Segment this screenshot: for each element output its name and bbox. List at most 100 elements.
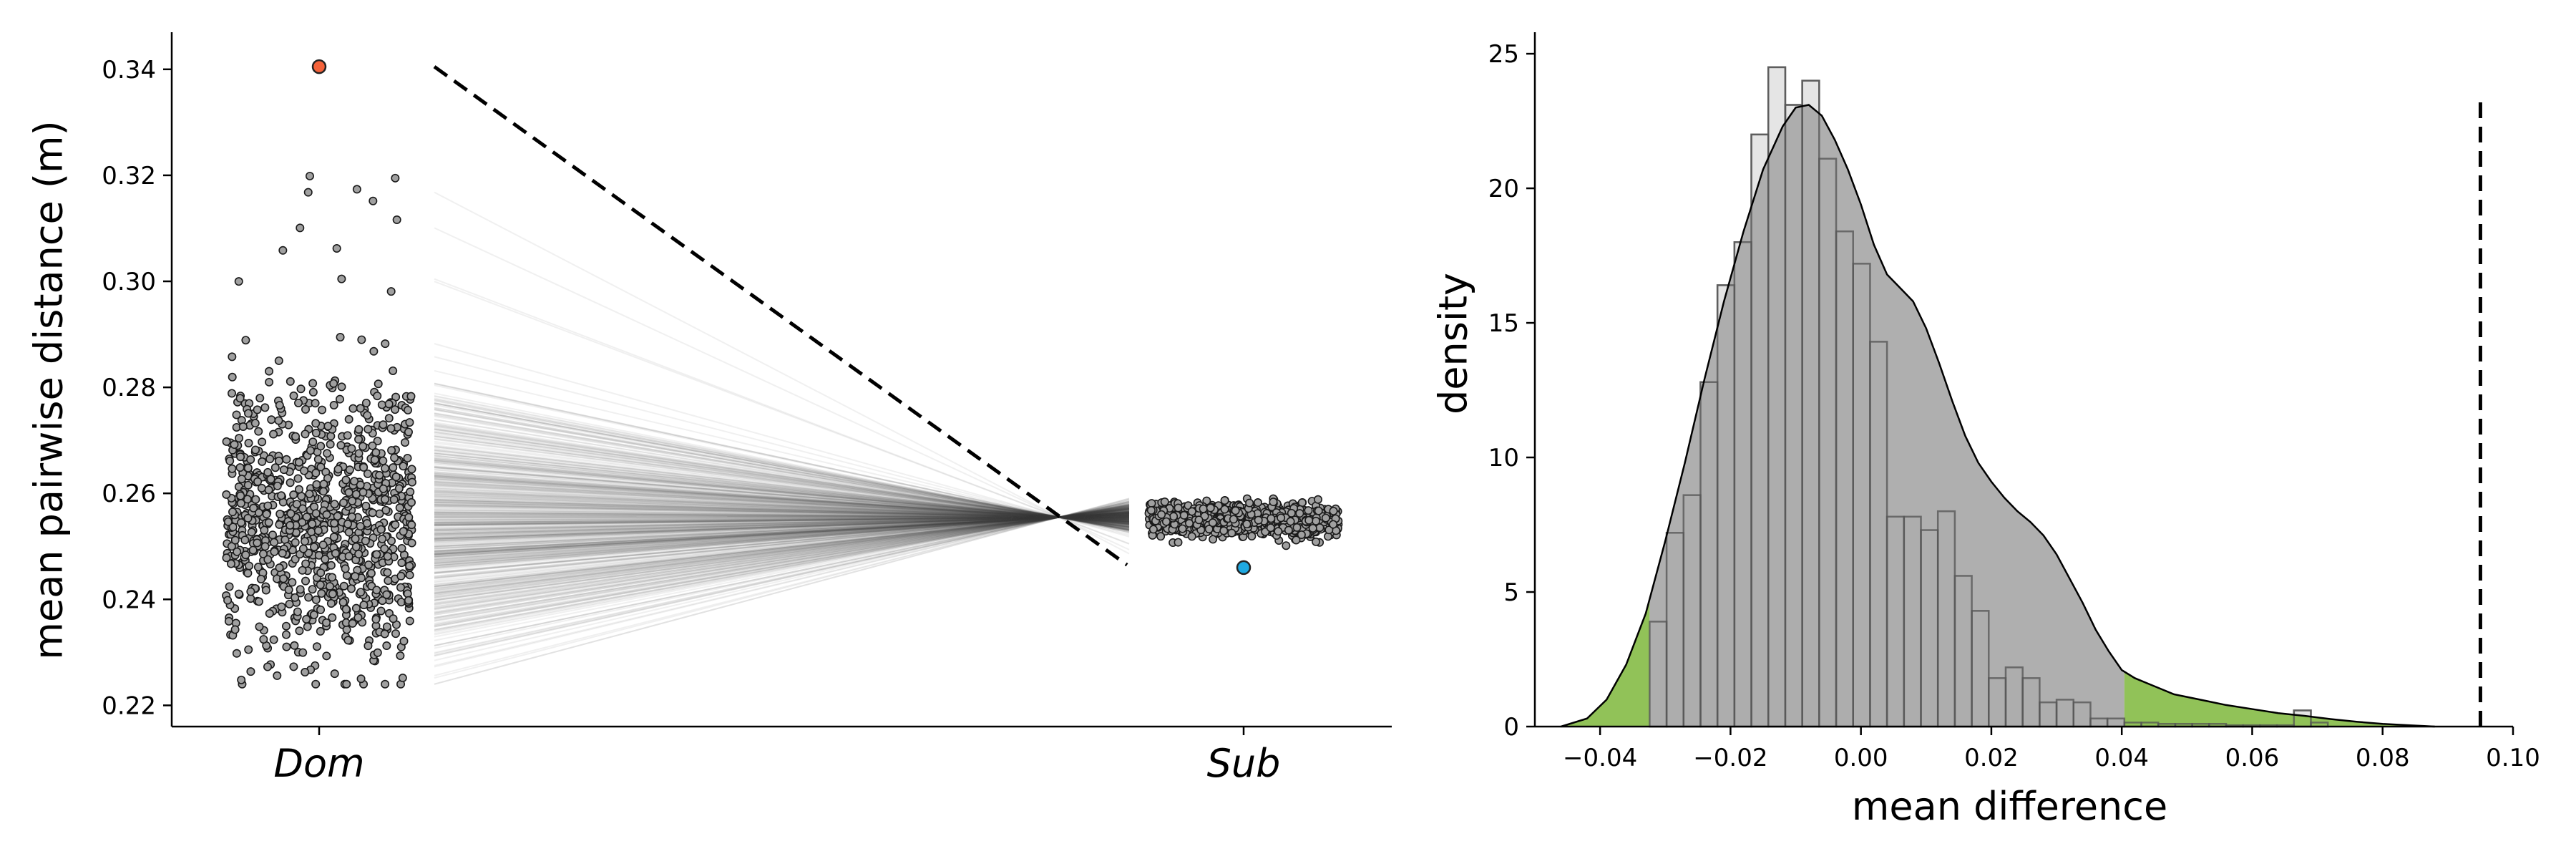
null-line — [434, 504, 1130, 624]
null-line — [434, 403, 1130, 531]
null-line — [434, 515, 1130, 523]
null-line — [434, 504, 1130, 626]
null-line — [434, 512, 1130, 554]
null-line — [434, 514, 1130, 540]
null-line — [434, 369, 1130, 535]
null-line — [434, 513, 1130, 549]
null-line — [434, 490, 1130, 521]
null-line — [434, 414, 1130, 530]
null-line — [434, 500, 1130, 520]
null-line — [434, 509, 1130, 580]
dom-null-point — [223, 517, 233, 526]
sub-null-point — [1148, 525, 1158, 534]
dom-null-point — [296, 384, 306, 394]
dom-null-point — [312, 642, 321, 651]
dom-null-point — [249, 503, 258, 513]
null-line — [434, 397, 1130, 532]
null-line — [434, 516, 1130, 520]
sub-null-point — [1254, 515, 1263, 525]
null-line — [434, 503, 1130, 641]
null-line — [434, 480, 1130, 523]
sub-null-point — [1314, 506, 1323, 515]
null-line — [434, 490, 1130, 521]
sub-null-point — [1178, 524, 1187, 533]
null-line — [434, 466, 1130, 524]
dom-null-point — [264, 485, 273, 495]
dom-null-point — [311, 468, 321, 477]
dom-null-point — [381, 679, 390, 689]
dom-null-point — [306, 446, 315, 455]
dom-null-point — [270, 547, 279, 556]
null-line — [434, 469, 1130, 523]
null-line — [434, 511, 1130, 563]
dom-null-point — [301, 430, 310, 439]
null-line — [434, 516, 1130, 521]
null-line — [434, 489, 1130, 521]
dom-null-point — [300, 537, 309, 546]
null-line — [434, 399, 1130, 531]
dom-null-point — [358, 442, 368, 451]
null-line — [434, 512, 1130, 559]
null-line — [434, 514, 1130, 539]
dom-null-point — [275, 509, 285, 518]
null-line — [434, 512, 1130, 555]
null-line — [434, 485, 1130, 522]
null-line — [434, 513, 1130, 545]
null-line — [434, 508, 1130, 588]
dom-null-point — [258, 437, 267, 447]
dom-null-point — [382, 622, 391, 631]
null-line — [434, 515, 1130, 523]
null-line — [434, 506, 1130, 608]
sub-null-point — [1160, 498, 1169, 507]
dom-null-point — [351, 534, 360, 543]
null-line — [434, 481, 1130, 523]
null-line — [434, 505, 1130, 618]
dom-null-point — [286, 377, 295, 386]
null-line — [434, 435, 1130, 528]
null-line — [434, 513, 1130, 553]
null-line — [434, 514, 1130, 535]
null-line — [434, 508, 1130, 589]
dom-null-point — [405, 571, 414, 580]
null-line — [434, 455, 1130, 525]
null-line — [434, 496, 1130, 520]
dom-null-point — [316, 605, 326, 614]
null-line — [434, 506, 1130, 608]
dom-null-point — [301, 668, 310, 677]
dom-null-point — [366, 568, 376, 578]
dom-null-point — [336, 441, 346, 450]
sub-null-point — [1312, 516, 1321, 525]
null-line — [434, 463, 1130, 524]
null-line — [434, 470, 1130, 523]
null-line — [434, 508, 1130, 593]
null-line — [434, 503, 1130, 520]
null-line — [434, 484, 1130, 522]
null-line — [434, 504, 1130, 520]
null-line — [434, 514, 1130, 540]
dom-null-point — [354, 424, 364, 434]
dom-null-point — [260, 525, 269, 535]
null-line — [434, 515, 1130, 526]
null-line — [434, 490, 1130, 521]
null-line — [434, 513, 1130, 553]
null-line — [434, 511, 1130, 519]
dom-null-point — [356, 522, 365, 531]
null-line — [434, 513, 1130, 541]
dom-null-point — [284, 585, 293, 594]
dom-null-point — [381, 505, 391, 515]
dom-null-point — [232, 649, 241, 658]
null-line — [434, 450, 1130, 525]
dom-null-point — [246, 587, 255, 596]
null-line — [434, 505, 1130, 520]
sub-null-point — [1229, 515, 1238, 524]
null-line — [434, 505, 1130, 613]
right-x-axis-title: mean difference — [1852, 784, 2167, 829]
dom-null-point — [222, 490, 231, 499]
dom-null-point — [396, 583, 406, 592]
dom-null-point — [241, 336, 250, 345]
dom-null-point — [251, 495, 260, 504]
null-line — [434, 498, 1130, 520]
null-line — [434, 514, 1130, 538]
null-line — [434, 512, 1130, 558]
